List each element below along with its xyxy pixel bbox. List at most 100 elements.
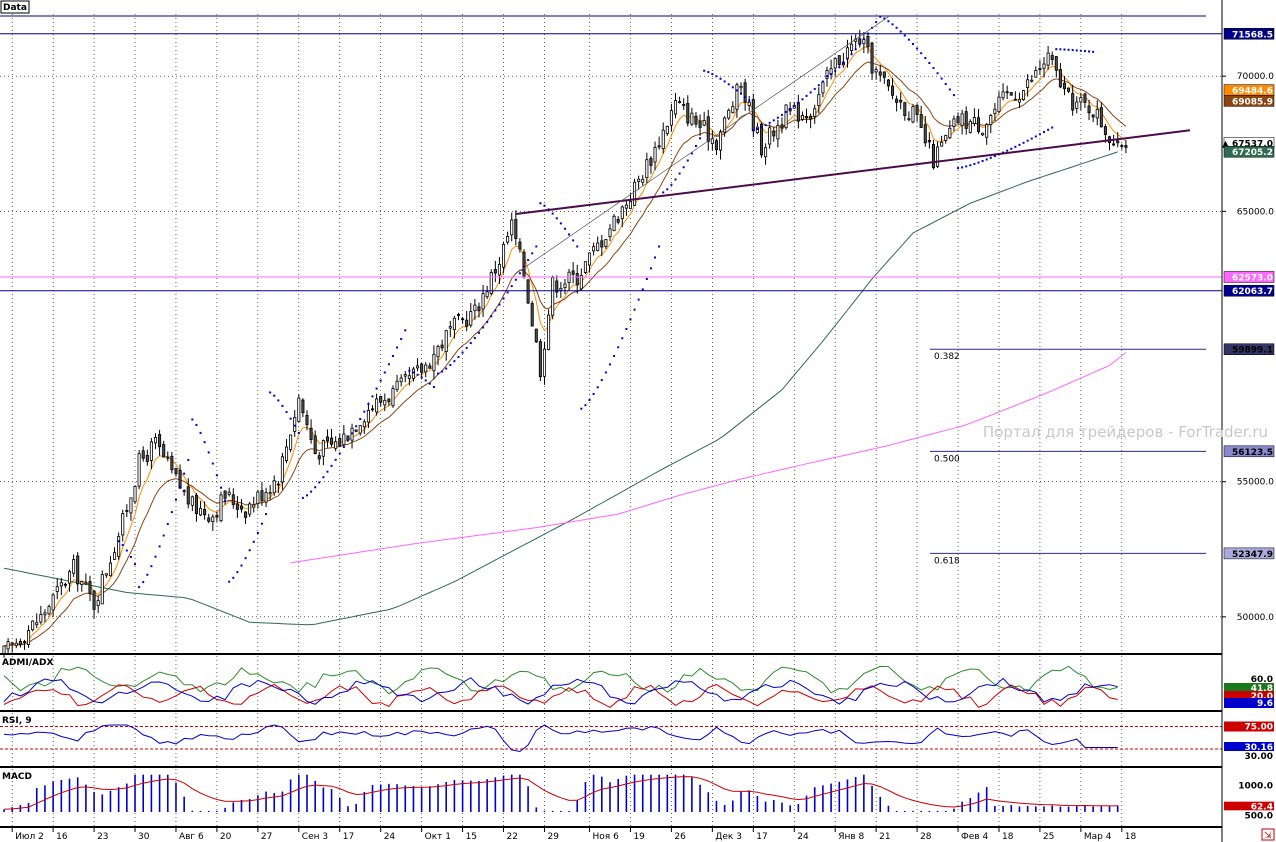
candle-body [27,630,31,645]
candle-body [1103,126,1107,135]
candle-body [338,438,342,447]
psar-dot [1038,133,1041,136]
psar-dot [371,395,374,398]
psar-dot [154,555,157,558]
candle-body [330,437,334,445]
candle-body [1120,145,1124,147]
candle-body [420,363,424,373]
psar-dot [396,346,399,349]
adx-minus-di-tag: 20.0 [1251,692,1273,702]
psar-dot [502,297,505,300]
adx-line [3,677,1118,705]
expand-button[interactable] [1261,828,1275,841]
psar-dot [236,571,239,574]
candle-body [620,206,624,219]
candle-body [1062,82,1067,90]
psar-dot [142,581,145,584]
psar-dot [191,418,194,421]
price-tag-label: 69484.6 [1232,87,1273,97]
macd-level-tag-bg [1224,780,1274,791]
psar-dot [1014,145,1017,148]
x-tick-label: 22 [507,832,518,842]
candle-body [780,124,784,129]
candle-body [952,118,956,128]
rsi-lower-tag: 30.00 [1245,752,1273,762]
psar-dot [383,371,386,374]
psar-dot [252,540,255,543]
psar-dot [670,183,673,186]
price-tag [1223,547,1275,560]
candle-body [133,486,137,503]
candle-body [199,507,203,516]
support-trendline[interactable] [515,129,1191,216]
psar-dot [621,337,624,340]
candle-body [931,143,935,169]
candle-body [436,346,440,358]
candle-body [215,514,219,518]
candle-body [178,469,182,489]
candle-body [1046,52,1050,66]
psar-dot [649,267,652,270]
candle-body [207,517,211,522]
candle-body [665,126,669,134]
candle-body [289,434,293,450]
psar-dot [613,355,616,358]
psar-dot [981,160,984,163]
psar-dot [752,129,755,132]
candle-body [502,243,506,268]
candle-body [379,395,383,403]
time-axis: Июл 2 16 23 30 Авг 6 20 27 Сен 3 17 24 Окт 1 15 22 29… [11,828,1137,842]
candle-body [538,341,542,378]
x-tick-label: Авг 6 [179,832,204,842]
psar-dot [809,91,812,94]
candle-body [530,303,534,327]
psar-dot [785,110,788,113]
psar-dot [195,423,198,426]
psar-dot [801,98,804,101]
candle-body [1005,91,1009,94]
candle-body [35,622,39,626]
psar-dot [928,61,931,64]
psar-dot [269,391,272,394]
candle-body [940,141,944,147]
psar-dot [150,565,153,568]
psar-dot [117,540,120,543]
watermark: Портал для трейдеров - ForTrader.ru [983,423,1268,441]
candle-body [890,85,895,96]
candle-body [784,104,788,129]
candle-body [669,110,673,126]
x-tick-label: Янв 8 [838,832,864,842]
candle-body [170,455,174,471]
psar-dot [608,363,611,366]
x-tick-label: 20 [220,832,232,842]
rsi-line [3,724,1118,753]
candle-body [362,421,366,428]
candle-body [604,239,608,247]
psar-dot [674,178,677,181]
horizontal-lines[interactable] [0,15,1222,292]
x-tick-label: 21 [879,832,890,842]
rsi-upper-tag: 75.00 [1245,723,1273,733]
candle-body [628,201,632,209]
candle-body [702,120,706,126]
candle-body [2,645,6,655]
psar-dot [314,486,317,489]
psar-dot [764,124,767,127]
candle-body [1095,108,1099,119]
psar-dot [973,162,976,165]
fibonacci-levels[interactable]: 0.382 0.500 0.618 [930,348,1206,566]
x-tick-label: 30 [138,832,150,842]
candle-body [522,251,526,278]
psar-dot [658,245,661,248]
psar-dot [1071,49,1074,52]
channel-line[interactable] [515,16,889,274]
psar-dot [330,464,333,467]
psar-dot [490,315,493,318]
trendlines[interactable] [515,16,1191,274]
candle-body [416,365,420,369]
psar-dot [211,462,214,465]
candle-body [673,100,678,115]
price-tag-label: 62573.0 [1232,273,1273,283]
psar-dot [604,371,607,374]
